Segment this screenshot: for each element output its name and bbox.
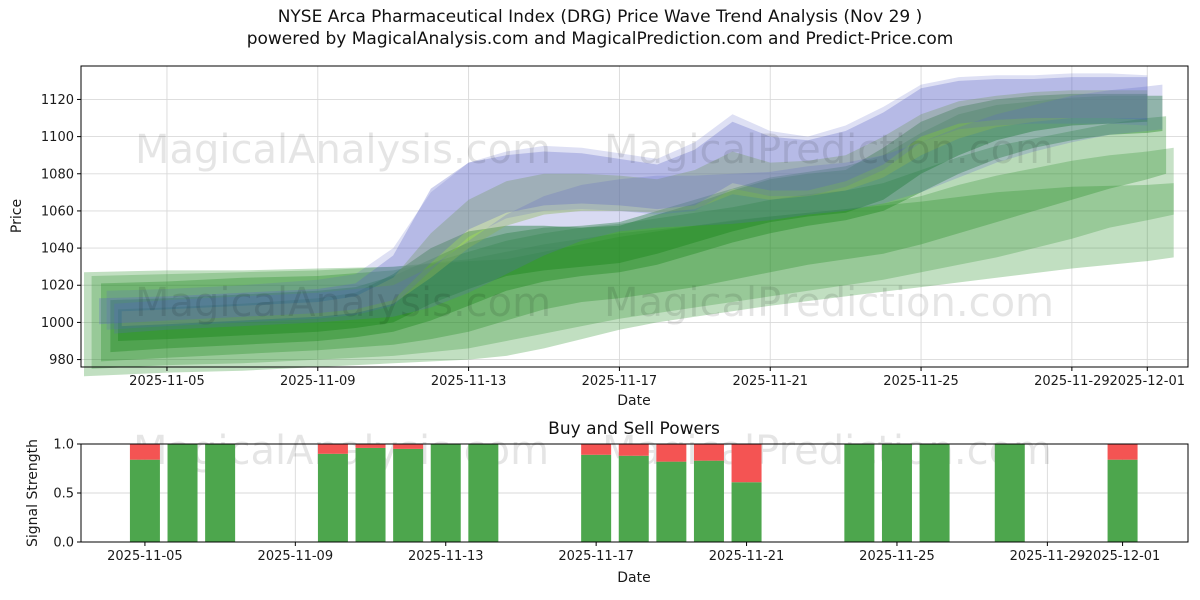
buy-bar [317,453,348,542]
watermark-prediction: MagicalPrediction.com [604,127,1054,173]
signal-chart-axes: 2025-11-05 2025-11-09 2025-11-13 2025-11-17… [53,438,1189,564]
x-tick-label: 2025-11-05 [107,549,183,564]
x-tick-label: 2025-11-13 [431,374,507,389]
y-tick-label: 1080 [41,167,74,182]
x-tick-label: 2025-11-29 [1034,374,1110,389]
x-tick-label: 2025-12-01 [1085,549,1161,564]
sell-bar [581,444,612,455]
signal-strength-axis-label: Signal Strength [25,439,41,547]
watermark-analysis: MagicalAnalysis.com [135,280,551,326]
y-tick-label: 1100 [41,130,74,145]
buy-bar [731,482,762,542]
x-tick-label: 2025-11-09 [280,374,356,389]
buy-bar [205,444,236,542]
buy-bar [844,444,875,542]
buy-bar [994,444,1025,542]
figure-title: NYSE Arca Pharmaceutical Index (DRG) Pri… [0,6,1200,50]
buy-bar [656,461,687,542]
sell-bar [731,444,762,483]
sell-bar [1107,444,1138,460]
x-tick-label: 2025-12-01 [1109,374,1185,389]
buy-bar [129,459,160,542]
buy-bar [393,448,424,542]
wave-band-light-blue-wave-halo [106,73,1148,330]
sell-bar [355,444,386,448]
x-tick-label: 2025-11-29 [1010,549,1086,564]
y-tick-label: 1020 [41,279,74,294]
wave-band-pale-wide-green-wave [84,183,1174,377]
x-tick-label: 2025-11-09 [258,549,334,564]
buy-bar [618,455,649,542]
y-tick-label: 1120 [41,93,74,108]
sell-bar [129,444,160,460]
price-wave-bands [84,73,1174,377]
x-tick-label: 2025-11-21 [732,374,808,389]
x-tick-label: 2025-11-17 [582,374,658,389]
axes-spine [80,65,1189,368]
figure-title-line1: NYSE Arca Pharmaceutical Index (DRG) Pri… [277,7,923,27]
y-tick-label: 1040 [41,242,74,257]
signal-chart-title: Buy and Sell Powers [548,419,720,439]
y-tick-label: 0.0 [53,536,74,551]
x-tick-label: 2025-11-05 [129,374,205,389]
buy-bar [468,444,499,542]
sell-bar [693,444,724,461]
x-tick-label: 2025-11-17 [558,549,634,564]
buy-bar [693,460,724,542]
buy-bar [881,444,912,542]
sell-bar [656,444,687,462]
sell-bar [618,444,649,456]
buy-bar [919,444,950,542]
buy-bar [430,444,461,542]
y-tick-label: 1000 [41,316,74,331]
y-tick-label: 1060 [41,204,74,219]
sell-bar [393,444,424,449]
x-tick-label: 2025-11-25 [859,549,935,564]
buy-bar [355,447,386,542]
signal-date-axis-label: Date [617,570,650,586]
buy-sell-bars [129,444,1138,542]
y-tick-label: 1.0 [53,438,74,453]
buy-bar [1107,459,1138,542]
figure-title-line2: powered by MagicalAnalysis.com and Magic… [246,29,954,49]
wave-band-blue-wave-main [99,77,1148,325]
wave-band-yellowgreen-wave [121,90,1148,327]
x-tick-label: 2025-11-21 [709,549,785,564]
price-chart-gridlines [81,66,1188,367]
y-tick-label: 980 [49,353,74,368]
buy-bar [581,454,612,542]
price-axis-label: Price [9,199,25,233]
wave-band-light-blue-wave-lag [114,84,1163,334]
price-chart-watermarks: MagicalAnalysis.com MagicalPrediction.co… [135,127,1054,326]
price-chart-axes: 2025-11-05 2025-11-09 2025-11-13 2025-11-17… [41,65,1189,389]
x-tick-label: 2025-11-13 [408,549,484,564]
main-date-axis-label: Date [617,393,650,409]
x-tick-label: 2025-11-25 [883,374,959,389]
watermark-analysis: MagicalAnalysis.com [135,127,551,173]
buy-bar [167,444,198,542]
y-tick-label: 0.5 [53,487,74,502]
wave-band-core-green-wave [118,93,1148,342]
watermark-prediction: MagicalPrediction.com [604,280,1054,326]
sell-bar [317,444,348,454]
